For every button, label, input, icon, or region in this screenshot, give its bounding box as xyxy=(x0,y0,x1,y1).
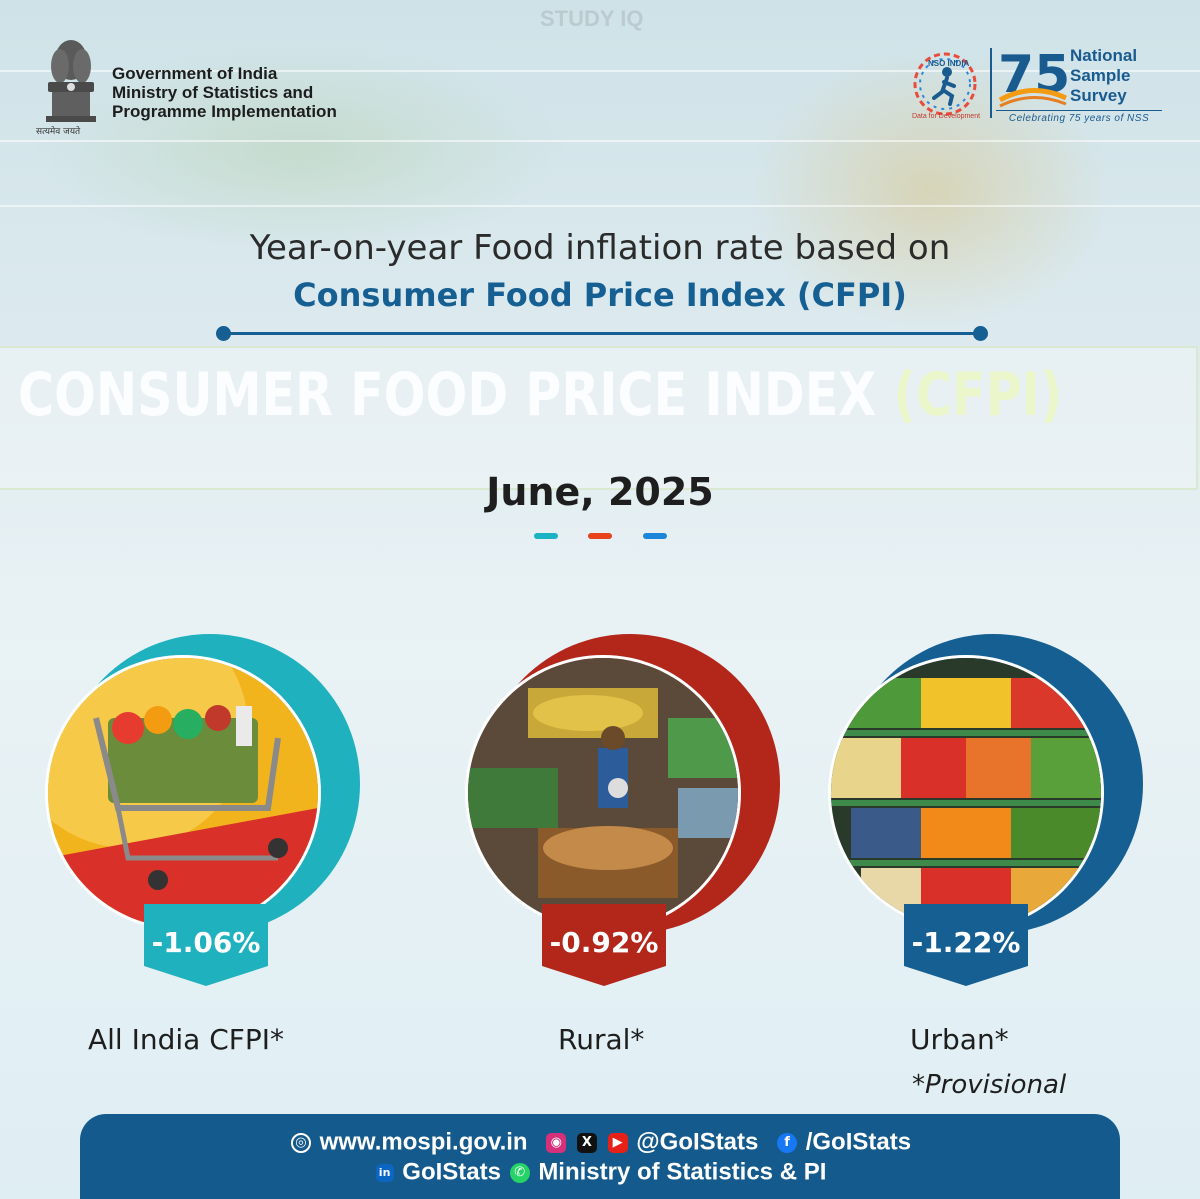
background-shelf xyxy=(0,140,1200,142)
inflation-value: -1.06% xyxy=(151,926,261,959)
ministry-name: Government of India Ministry of Statisti… xyxy=(112,64,337,121)
facebook-icon[interactable]: f xyxy=(777,1132,798,1153)
inflation-value: -1.22% xyxy=(911,926,1021,959)
social-handle[interactable]: @GoIStats xyxy=(636,1128,759,1156)
cfpi-banner-text: CONSUMER FOOD PRICE INDEX (CFPI) xyxy=(18,360,1062,430)
page-title: Year-on-year Food inflation rate based o… xyxy=(249,228,951,268)
footer-row-2: in GoIStats ✆ Ministry of Statistics & P… xyxy=(80,1158,1120,1187)
whatsapp-icon[interactable]: ✆ xyxy=(509,1162,530,1183)
rural-market-image xyxy=(468,658,738,928)
value-badge: -1.22% xyxy=(904,904,1028,986)
value-badge: -1.06% xyxy=(144,904,268,986)
facebook-link[interactable]: /GoIStats xyxy=(805,1128,912,1156)
globe-icon[interactable]: ◎ xyxy=(290,1132,311,1153)
page-subtitle: Consumer Food Price Index (CFPI) xyxy=(293,276,907,314)
stat-card-all-india: -1.06% xyxy=(48,634,360,986)
nso-badge-text: NSO INDIA xyxy=(928,59,970,68)
nso-caption: Data for Development xyxy=(911,113,981,120)
provisional-note: *Provisional xyxy=(912,1070,1067,1100)
youtube-icon[interactable]: ▶ xyxy=(607,1132,628,1153)
banner-main-text: CONSUMER FOOD PRICE INDEX xyxy=(18,360,894,430)
nss-75-logo: 75 xyxy=(998,45,1070,108)
nss-title-line: Survey xyxy=(1070,86,1127,105)
card-label-rural: Rural* xyxy=(558,1023,645,1056)
header-divider xyxy=(990,48,992,118)
footer-row-1: ◎ www.mospi.gov.in ◉ X ▶ @GoIStats f /Go… xyxy=(80,1128,1120,1157)
instagram-icon[interactable]: ◉ xyxy=(546,1132,567,1153)
accent-dash xyxy=(643,533,667,539)
emblem-motto: सत्यमेव जयते xyxy=(36,127,81,137)
inflation-value: -0.92% xyxy=(549,926,659,959)
nss-caption: Celebrating 75 years of NSS xyxy=(996,110,1162,124)
divider-dot xyxy=(973,326,988,341)
nss-title-line: Sample xyxy=(1070,66,1131,85)
urban-produce-image xyxy=(831,658,1101,928)
badge-shape xyxy=(904,904,1028,986)
divider-dot xyxy=(216,326,231,341)
title-divider xyxy=(222,332,980,335)
nss-title-line: National xyxy=(1070,46,1138,65)
website-link[interactable]: www.mospi.gov.in xyxy=(319,1128,528,1156)
banner-accent-text: (CFPI) xyxy=(893,360,1063,430)
linkedin-link[interactable]: GoIStats xyxy=(402,1158,501,1186)
stat-card-rural: -0.92% xyxy=(468,634,780,986)
cfpi-banner xyxy=(0,346,1198,490)
shopping-cart-image xyxy=(48,658,318,928)
background-shelf xyxy=(0,205,1200,207)
whatsapp-link[interactable]: Ministry of Statistics & PI xyxy=(538,1158,827,1186)
stat-card-urban: -1.22% xyxy=(831,634,1143,986)
footer-bar: ◎ www.mospi.gov.in ◉ X ▶ @GoIStats f /Go… xyxy=(80,1114,1120,1199)
value-badge: -0.92% xyxy=(542,904,666,986)
background-shelf xyxy=(0,70,1200,72)
badge-shape xyxy=(542,904,666,986)
card-label-all-india: All India CFPI* xyxy=(88,1023,285,1056)
accent-dash xyxy=(588,533,612,539)
nso-logo-icon: NSO INDIA xyxy=(913,52,977,116)
card-label-urban: Urban* xyxy=(910,1023,1009,1056)
ministry-line: Government of India xyxy=(112,64,278,83)
x-icon[interactable]: X xyxy=(576,1132,597,1153)
badge-shape xyxy=(144,904,268,986)
period-label: June, 2025 xyxy=(486,470,714,514)
ministry-line: Ministry of Statistics and xyxy=(112,83,314,102)
nss-title: National Sample Survey xyxy=(1070,46,1137,106)
linkedin-icon[interactable]: in xyxy=(375,1163,394,1182)
accent-dash xyxy=(534,533,558,539)
state-emblem-icon xyxy=(46,40,96,122)
ministry-line: Programme Implementation xyxy=(112,102,337,121)
watermark: STUDY IQ xyxy=(540,6,644,31)
